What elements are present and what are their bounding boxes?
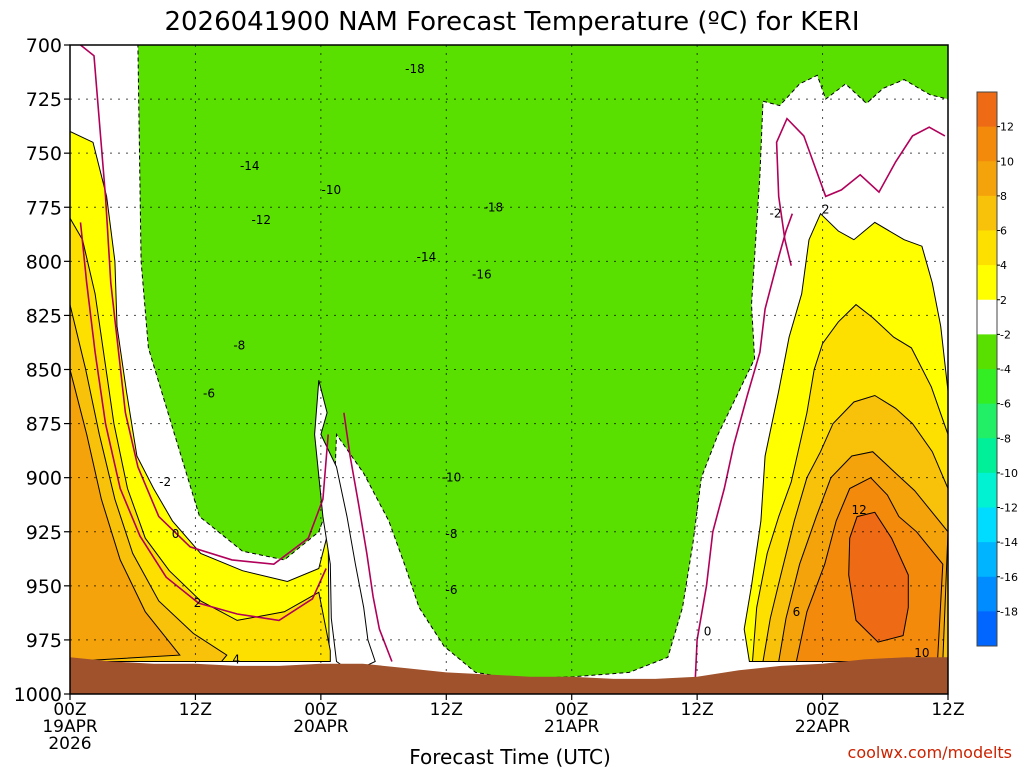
isoline--2 (343, 412, 393, 662)
ground-surface (70, 657, 948, 694)
x-tick-label: 21APR (544, 717, 600, 737)
x-tick-label: 12Z (681, 700, 714, 720)
x-tick-label: 2026 (48, 734, 91, 754)
x-tick-label: 00Z (304, 700, 337, 720)
x-tick-label: 20APR (293, 717, 349, 737)
colorbar-swatch (977, 507, 997, 543)
temperature-region--2 (137, 45, 948, 680)
contour-label: -18 (484, 200, 504, 214)
colorbar-swatch (977, 403, 997, 439)
contour-label: -6 (203, 386, 215, 400)
colorbar-swatch (977, 92, 997, 128)
isoline--2 (775, 117, 946, 266)
y-tick-label: 900 (26, 468, 62, 490)
colorbar-swatch (977, 438, 997, 474)
contour-label: 6 (793, 605, 801, 619)
contour-label: 0 (704, 624, 712, 638)
contour-label: 12 (852, 503, 867, 517)
y-tick-label: 725 (26, 89, 62, 111)
colorbar-label: -14 (1000, 536, 1018, 549)
colorbar-swatch (977, 230, 997, 266)
contour-label: -8 (446, 527, 458, 541)
isoline-0 (79, 222, 327, 622)
contour-label: -2 (770, 207, 782, 221)
contour-label: -16 (472, 267, 492, 281)
y-tick-label: 975 (26, 630, 62, 652)
contour-label: -14 (417, 250, 437, 264)
colorbar-label: -10 (1000, 467, 1018, 480)
colorbar-swatch (977, 542, 997, 578)
y-tick-label: 950 (26, 576, 62, 598)
colorbar-swatch (977, 611, 997, 647)
y-tick-label: 850 (26, 360, 62, 382)
x-tick-label: 19APR (42, 717, 98, 737)
contour-label: -10 (442, 471, 462, 485)
contour-label: -8 (233, 339, 245, 353)
x-tick-label: 12Z (931, 700, 964, 720)
x-tick-label: 12Z (179, 700, 212, 720)
contour-label: 0 (172, 527, 180, 541)
colorbar-label: -12 (1000, 502, 1018, 515)
colorbar-label: 10 (1000, 155, 1014, 168)
temperature-region-12 (848, 511, 909, 643)
y-tick-label: 825 (26, 305, 62, 327)
x-tick-label: 00Z (53, 700, 86, 720)
colorbar-label: 2 (1000, 294, 1007, 307)
contour-label: -2 (159, 475, 171, 489)
contour-label: 2 (822, 202, 830, 216)
chart-title: 2026041900 NAM Forecast Temperature (ºC)… (164, 7, 859, 37)
isoline--2 (80, 45, 329, 566)
colorbar-label: -2 (1000, 328, 1011, 341)
y-tick-label: 1000 (14, 684, 62, 706)
y-tick-label: 775 (26, 197, 62, 219)
y-tick-label: 875 (26, 414, 62, 436)
contour-label: -12 (251, 213, 271, 227)
x-tick-label: 12Z (430, 700, 463, 720)
contour-label: -6 (446, 583, 458, 597)
colorbar-swatch (977, 472, 997, 508)
x-tick-label: 00Z (806, 700, 839, 720)
colorbar-label: -8 (1000, 432, 1011, 445)
contour-label: 2 (194, 596, 202, 610)
colorbar-label: -4 (1000, 363, 1011, 376)
colorbar-swatch (977, 161, 997, 197)
y-tick-label: 700 (26, 35, 62, 57)
isoline-0 (694, 213, 794, 684)
colorbar-swatch (977, 334, 997, 370)
y-tick-label: 925 (26, 522, 62, 544)
contour-label: 10 (914, 646, 929, 660)
colorbar-swatch (977, 126, 997, 162)
colorbar-label: -6 (1000, 398, 1011, 411)
contour-label: -10 (322, 183, 342, 197)
colorbar-label: 4 (1000, 259, 1007, 272)
temperature-region-0 (314, 380, 376, 673)
colorbar-label: 8 (1000, 190, 1007, 203)
colorbar-swatch (977, 265, 997, 301)
colorbar-label: 6 (1000, 225, 1007, 238)
colorbar-swatch (977, 299, 997, 335)
contour-label: -18 (405, 62, 425, 76)
y-tick-label: 750 (26, 143, 62, 165)
temperature-region-4 (70, 217, 331, 662)
colorbar-label: 12 (1000, 121, 1014, 134)
y-tick-label: 800 (26, 251, 62, 273)
contour-label: -14 (240, 159, 260, 173)
credit-text: coolwx.com/modelts (848, 743, 1012, 762)
x-tick-label: 22APR (795, 717, 851, 737)
colorbar-swatch (977, 369, 997, 405)
x-axis-label: Forecast Time (UTC) (409, 745, 611, 768)
x-tick-label: 00Z (555, 700, 588, 720)
contour-label: 4 (232, 652, 240, 666)
colorbar-swatch (977, 576, 997, 612)
colorbar-label: -18 (1000, 605, 1018, 618)
colorbar-swatch (977, 195, 997, 231)
colorbar-label: -16 (1000, 571, 1018, 584)
